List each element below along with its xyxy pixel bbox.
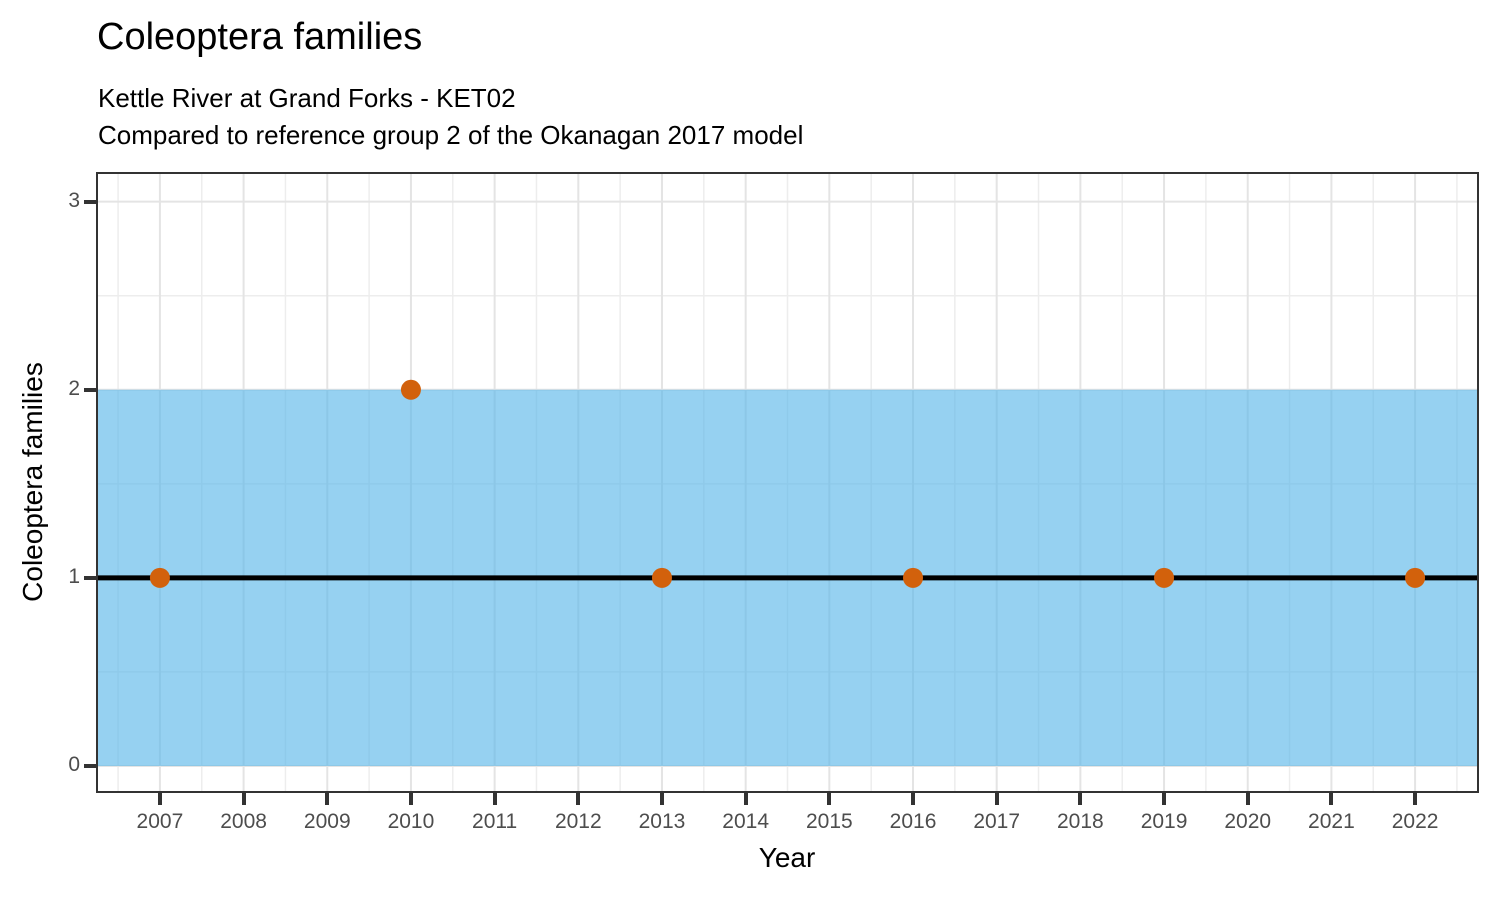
x-tick-mark-2009 [325, 793, 330, 805]
x-tick-mark-2016 [911, 793, 916, 805]
x-tick-mark-2022 [1413, 793, 1418, 805]
x-tick-mark-2015 [827, 793, 832, 805]
x-tick-label-2012: 2012 [554, 810, 602, 833]
x-tick-label-2019: 2019 [1140, 810, 1188, 833]
x-tick-label-2009: 2009 [303, 810, 351, 833]
y-tick-label-1: 1 [68, 564, 80, 588]
plot-panel [96, 172, 1479, 793]
chart-subtitle: Kettle River at Grand Forks - KET02 Comp… [98, 80, 803, 154]
y-tick-label-0: 0 [68, 752, 80, 776]
chart-title: Coleoptera families [97, 16, 423, 58]
x-tick-mark-2011 [492, 793, 497, 805]
x-tick-mark-2013 [659, 793, 664, 805]
x-tick-mark-2010 [408, 793, 413, 805]
y-tick-mark-3 [84, 199, 96, 204]
x-tick-mark-2020 [1245, 793, 1250, 805]
x-tick-label-2017: 2017 [973, 810, 1021, 833]
x-tick-label-2020: 2020 [1224, 810, 1272, 833]
data-point-2010 [400, 379, 421, 400]
x-tick-mark-2008 [241, 793, 246, 805]
data-point-2019 [1154, 567, 1175, 588]
y-tick-mark-2 [84, 387, 96, 392]
x-tick-label-2013: 2013 [638, 810, 686, 833]
x-tick-label-2008: 2008 [220, 810, 267, 833]
subtitle-line-1: Kettle River at Grand Forks - KET02 [98, 83, 516, 113]
x-tick-mark-2007 [157, 793, 162, 805]
x-tick-mark-2017 [994, 793, 999, 805]
x-tick-label-2022: 2022 [1391, 810, 1439, 833]
plot-canvas [98, 174, 1477, 791]
data-point-2022 [1405, 567, 1426, 588]
x-tick-label-2018: 2018 [1057, 810, 1104, 833]
x-tick-label-2015: 2015 [805, 810, 853, 833]
data-point-2007 [149, 567, 170, 588]
y-tick-label-2: 2 [68, 376, 80, 400]
x-tick-label-2021: 2021 [1308, 810, 1355, 833]
x-axis-title: Year [758, 842, 816, 873]
x-tick-label-2016: 2016 [889, 810, 937, 833]
x-tick-mark-2021 [1329, 793, 1334, 805]
subtitle-line-2: Compared to reference group 2 of the Oka… [98, 120, 804, 150]
y-tick-mark-0 [84, 763, 96, 768]
x-tick-label-2007: 2007 [136, 810, 184, 833]
y-tick-mark-1 [84, 575, 96, 580]
x-tick-label-2014: 2014 [722, 810, 770, 833]
x-tick-mark-2012 [576, 793, 581, 805]
x-tick-label-2010: 2010 [387, 810, 435, 833]
y-tick-label-3: 3 [68, 188, 80, 212]
data-point-2016 [903, 567, 924, 588]
x-tick-mark-2019 [1162, 793, 1167, 805]
x-tick-mark-2014 [743, 793, 748, 805]
data-point-2013 [651, 567, 672, 588]
x-tick-mark-2018 [1078, 793, 1083, 805]
x-tick-label-2011: 2011 [472, 810, 518, 833]
